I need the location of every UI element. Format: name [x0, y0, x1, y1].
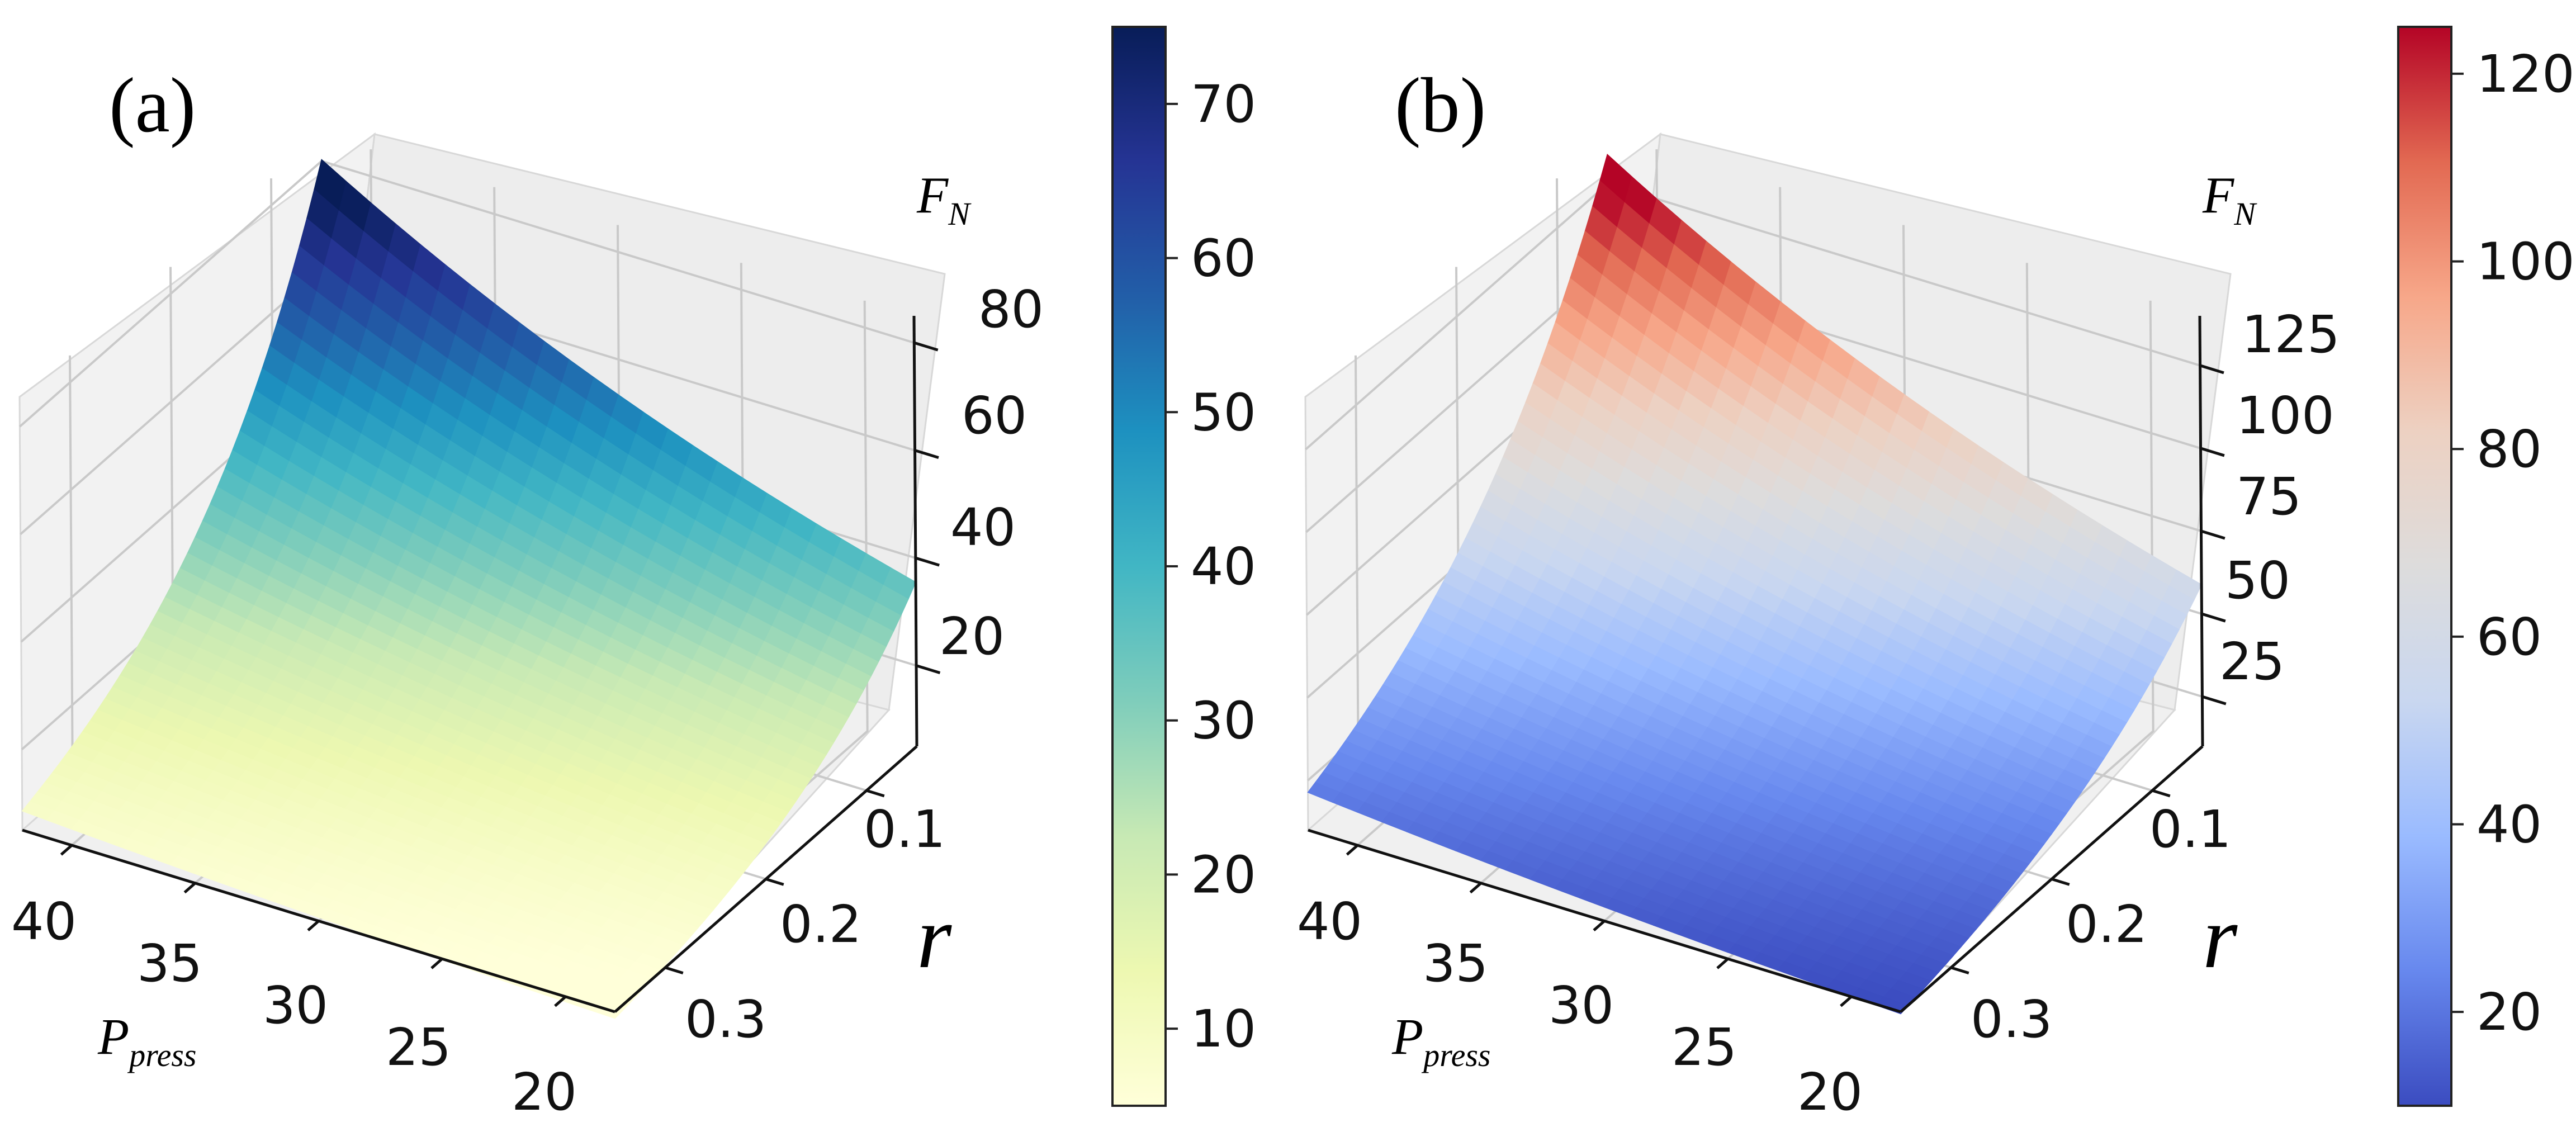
panel-a-colorbar	[1111, 26, 1167, 1107]
panel-a-x-tick: 20	[512, 1062, 577, 1122]
p-axis-tick-mark	[1346, 844, 1358, 856]
panel-a-r-tick: 0.2	[780, 894, 861, 954]
fn-axis-tick-mark	[2200, 447, 2225, 457]
panel-b-axes	[1308, 315, 2227, 1014]
panel-a-r-tick: 0.1	[864, 799, 945, 859]
panel-a-colorbar-ticks: 10 20 30 40 50 60 70	[1166, 74, 1256, 1059]
colorbar-tick-label: 40	[2476, 795, 2542, 855]
colorbar-tick-label: 20	[2476, 982, 2542, 1042]
colorbar-tick-label: 50	[1191, 382, 1256, 442]
panel-a-axes	[22, 315, 941, 1014]
panel-a-z-tick: 80	[978, 280, 1044, 339]
panel-b-x-tick: 25	[1671, 1017, 1737, 1077]
panel-a-z-tick: 60	[962, 386, 1027, 446]
panel-a-z-tick: 20	[939, 607, 1005, 666]
colorbar-tick-label: 80	[2476, 419, 2542, 479]
panel-b-surface	[1307, 153, 2203, 1015]
panel-b: (b) 125 100 75 50 25 40 35 30 25 20 0.1 …	[1297, 26, 2575, 1122]
panel-b-colorbar	[2397, 26, 2452, 1107]
colorbar-tick-label: 10	[1191, 999, 1256, 1059]
r-axis-tick-mark	[866, 789, 885, 798]
panel-a-r-tick: 0.3	[685, 989, 766, 1049]
colorbar-tick-label: 60	[1191, 229, 1256, 288]
panel-b-x-tick: 40	[1297, 892, 1362, 951]
panel-a-label: (a)	[109, 62, 196, 149]
panel-b-r-axis-label: r	[2203, 887, 2238, 987]
p-axis-tick-mark	[1469, 882, 1482, 894]
fn-axis-tick-mark	[2200, 529, 2225, 540]
panel-b-z-tick: 50	[2225, 551, 2290, 610]
panel-b-x-tick: 20	[1797, 1062, 1863, 1122]
p-axis-tick-mark	[554, 996, 567, 1007]
panel-b-p-axis-label: Ppress	[1391, 1008, 1491, 1073]
panel-b-r-tick: 0.2	[2066, 894, 2147, 954]
panel-a: (a) 80 60 40 20 40 35 30 25 20 0.1 0.2 0…	[11, 26, 1256, 1122]
p-axis-tick-mark	[1593, 920, 1606, 932]
fn-axis-tick-mark	[914, 449, 939, 460]
colorbar-tick-label: 30	[1191, 691, 1256, 751]
colorbar-tick-label: 20	[1191, 845, 1256, 905]
p-axis-tick-mark	[1716, 958, 1729, 969]
p-axis-tick-mark	[430, 958, 443, 969]
panel-b-label: (b)	[1395, 62, 1486, 149]
colorbar-tick-label: 60	[2476, 607, 2542, 667]
panel-b-r-tick: 0.3	[1971, 989, 2052, 1049]
p-axis-tick-mark	[183, 882, 196, 894]
fn-axis-tick-mark	[2201, 695, 2227, 705]
fn-axis-tick-mark	[915, 556, 940, 567]
fn-axis-tick-mark	[2199, 364, 2224, 375]
p-axis-tick-mark	[60, 844, 73, 856]
r-axis-tick-mark	[2152, 789, 2171, 798]
fn-axis-line	[912, 315, 918, 747]
panel-b-r-tick: 0.1	[2149, 799, 2231, 859]
panel-b-z-tick: 100	[2236, 386, 2334, 446]
panel-b-z-tick: 25	[2219, 632, 2285, 692]
panel-b-z-tick: 75	[2236, 467, 2302, 527]
panel-a-p-axis-label: Ppress	[97, 1008, 197, 1073]
panel-a-r-axis-label: r	[917, 887, 952, 987]
colorbar-tick-label: 40	[1191, 537, 1256, 596]
panel-a-z-tick: 40	[950, 498, 1016, 557]
panel-b-x-tick: 35	[1423, 934, 1488, 993]
colorbar-tick-label: 120	[2476, 44, 2575, 104]
panel-a-x-tick: 25	[386, 1017, 451, 1077]
colorbar-tick-label: 100	[2476, 232, 2575, 292]
fn-axis-tick-mark	[913, 341, 939, 352]
r-axis-tick-mark	[2051, 878, 2070, 886]
fn-axis-tick-mark	[2201, 612, 2226, 623]
panel-a-surface	[21, 159, 917, 1019]
panel-b-fn-axis-label: FN	[2202, 167, 2257, 232]
panel-a-x-tick: 35	[137, 934, 202, 993]
fn-axis-tick-mark	[916, 664, 941, 675]
panel-a-fn-axis-label: FN	[916, 167, 972, 232]
r-axis-tick-mark	[765, 878, 784, 886]
panel-b-colorbar-ticks: 20 40 60 80 100 120	[2451, 44, 2575, 1042]
p-axis-tick-mark	[307, 920, 320, 932]
r-axis-tick-mark	[1950, 966, 1969, 974]
p-axis-tick-mark	[1840, 996, 1853, 1007]
panel-a-x-tick: 40	[11, 892, 77, 951]
panel-b-z-tick: 125	[2242, 305, 2340, 364]
colorbar-tick-label: 70	[1191, 74, 1256, 134]
panel-b-x-tick: 30	[1549, 975, 1614, 1035]
r-axis-tick-mark	[665, 966, 684, 974]
panel-a-x-tick: 30	[263, 975, 328, 1035]
